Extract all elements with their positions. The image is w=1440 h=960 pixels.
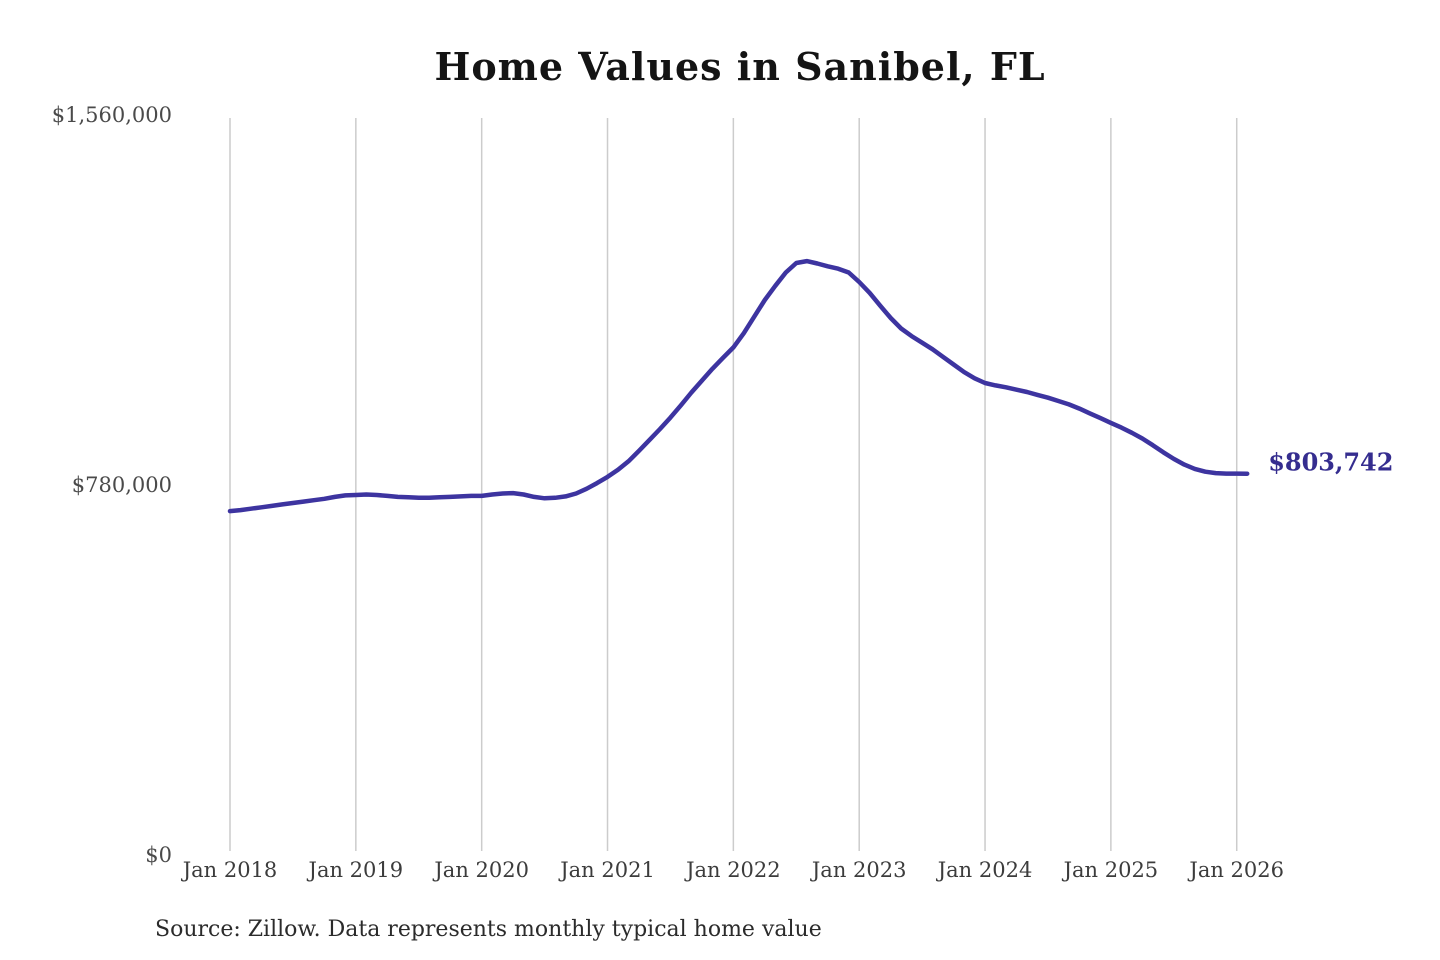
x-tick-label: Jan 2020 — [434, 858, 529, 882]
y-tick-label: $1,560,000 — [51, 103, 172, 127]
y-tick-label: $780,000 — [71, 473, 172, 497]
x-tick-label: Jan 2024 — [937, 858, 1033, 882]
x-tick-label: Jan 2018 — [182, 858, 278, 882]
home-value-line — [227, 258, 1250, 514]
x-tick-label: Jan 2025 — [1063, 858, 1159, 882]
x-tick-label: Jan 2022 — [686, 858, 781, 882]
x-tick-label: Jan 2023 — [811, 858, 907, 882]
source-note: Source: Zillow. Data represents monthly … — [155, 917, 822, 942]
x-tick-label: Jan 2026 — [1189, 858, 1285, 882]
end-value-label: $803,742 — [1268, 447, 1394, 477]
y-tick-label: $0 — [145, 843, 172, 867]
x-tick-label: Jan 2021 — [560, 858, 655, 882]
chart-title: Home Values in Sanibel, FL — [434, 44, 1046, 89]
x-tick-label: Jan 2019 — [308, 858, 404, 882]
